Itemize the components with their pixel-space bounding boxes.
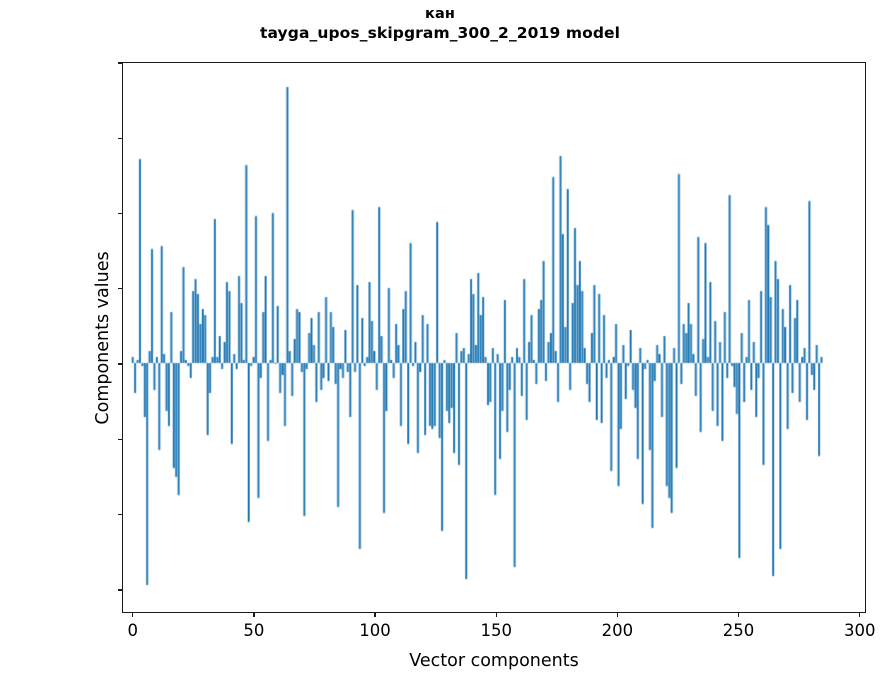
plot-axes: 1.000.750.500.250.00−0.25−0.50−0.75 0501… [93,62,875,671]
y-tick-mark [118,62,123,64]
y-tick-mark [118,513,123,516]
x-tick-label: 150 [480,621,512,640]
y-tick-mark [118,438,123,440]
x-tick-mark [495,612,497,617]
x-tick-mark [253,612,255,617]
chart-title: кан tayga_upos_skipgram_300_2_2019 model [0,6,880,43]
y-axis-label: Components values [93,250,113,425]
x-axis-label: Vector components [409,651,579,671]
chart-title-model: tayga_upos_skipgram_300_2_2019 model [259,23,621,42]
x-tick-label: 0 [127,621,138,640]
x-tick-mark [616,612,619,617]
y-tick-mark [118,137,123,139]
x-tick-mark [859,612,861,617]
y-tick-mark [118,589,123,591]
y-tick-mark [118,288,123,290]
x-tick-label: 250 [722,621,755,640]
x-tick-mark [374,612,376,617]
bar-series-canvas [123,63,865,612]
x-tick-mark [737,612,740,617]
y-tick-mark [118,363,123,365]
x-tick-label: 100 [359,621,391,640]
y-tick-mark [118,212,123,215]
x-tick-label: 200 [601,621,634,640]
x-tick-label: 50 [243,621,265,640]
x-tick-label: 300 [843,621,876,640]
x-tick-mark [132,612,134,617]
chart-title-word: кан [425,6,455,22]
